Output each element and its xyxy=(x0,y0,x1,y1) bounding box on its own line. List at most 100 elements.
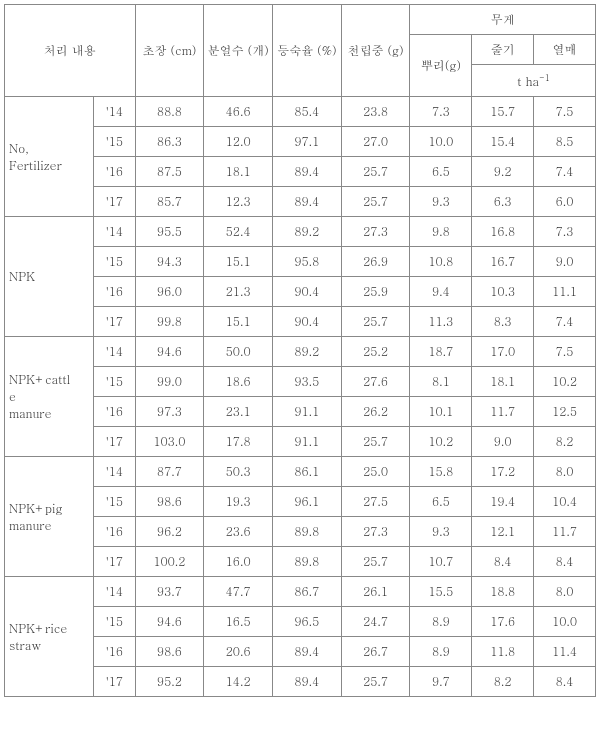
cell-fruit: 10.2 xyxy=(534,367,596,397)
table-row: No, Fertilizer'1488.846.685.423.87.315.7… xyxy=(5,97,596,127)
cell-fruit: 7.4 xyxy=(534,157,596,187)
cell-fruit: 7.5 xyxy=(534,337,596,367)
cell-grainwt: 25.0 xyxy=(341,457,410,487)
cell-year: '17 xyxy=(94,667,135,697)
cell-root: 9.3 xyxy=(410,517,472,547)
cell-height: 86.3 xyxy=(135,127,204,157)
cell-fruit: 8.4 xyxy=(534,547,596,577)
col-unit: t ha-1 xyxy=(472,65,596,97)
cell-maturity: 89.8 xyxy=(272,517,341,547)
cell-grainwt: 24.7 xyxy=(341,607,410,637)
cell-grainwt: 27.6 xyxy=(341,367,410,397)
cell-height: 88.8 xyxy=(135,97,204,127)
cell-fruit: 9.0 xyxy=(534,247,596,277)
cell-tillers: 20.6 xyxy=(204,637,273,667)
cell-tillers: 17.8 xyxy=(204,427,273,457)
cell-height: 98.6 xyxy=(135,637,204,667)
cell-root: 15.5 xyxy=(410,577,472,607)
cell-maturity: 91.1 xyxy=(272,427,341,457)
treatment-name: NPK xyxy=(5,217,94,337)
cell-stem: 17.6 xyxy=(472,607,534,637)
cell-year: '16 xyxy=(94,517,135,547)
col-fruit: 열매 xyxy=(534,35,596,65)
cell-year: '14 xyxy=(94,577,135,607)
col-tillers: 분얼수 (개) xyxy=(204,5,273,97)
cell-fruit: 7.4 xyxy=(534,307,596,337)
treatment-name: No, Fertilizer xyxy=(5,97,94,217)
cell-fruit: 11.7 xyxy=(534,517,596,547)
cell-tillers: 19.3 xyxy=(204,487,273,517)
cell-year: '15 xyxy=(94,487,135,517)
cell-tillers: 50.0 xyxy=(204,337,273,367)
data-table: 처리 내용 초장 (cm) 분얼수 (개) 등숙율 (%) 천립중 (g) 무게… xyxy=(4,4,596,697)
cell-grainwt: 25.7 xyxy=(341,667,410,697)
cell-root: 11.3 xyxy=(410,307,472,337)
cell-tillers: 18.6 xyxy=(204,367,273,397)
cell-stem: 10.3 xyxy=(472,277,534,307)
cell-year: '15 xyxy=(94,247,135,277)
cell-fruit: 7.3 xyxy=(534,217,596,247)
cell-fruit: 11.4 xyxy=(534,637,596,667)
cell-tillers: 46.6 xyxy=(204,97,273,127)
cell-year: '16 xyxy=(94,637,135,667)
cell-root: 18.7 xyxy=(410,337,472,367)
cell-root: 10.0 xyxy=(410,127,472,157)
cell-height: 99.0 xyxy=(135,367,204,397)
cell-height: 94.6 xyxy=(135,607,204,637)
cell-maturity: 89.8 xyxy=(272,547,341,577)
cell-root: 8.9 xyxy=(410,637,472,667)
table-row: '1594.616.596.524.78.917.610.0 xyxy=(5,607,596,637)
cell-year: '15 xyxy=(94,607,135,637)
cell-year: '14 xyxy=(94,457,135,487)
cell-maturity: 89.4 xyxy=(272,187,341,217)
cell-tillers: 50.3 xyxy=(204,457,273,487)
cell-grainwt: 27.5 xyxy=(341,487,410,517)
cell-year: '14 xyxy=(94,97,135,127)
cell-tillers: 47.7 xyxy=(204,577,273,607)
cell-stem: 16.8 xyxy=(472,217,534,247)
cell-stem: 8.4 xyxy=(472,547,534,577)
cell-root: 7.3 xyxy=(410,97,472,127)
cell-root: 10.7 xyxy=(410,547,472,577)
cell-tillers: 15.1 xyxy=(204,247,273,277)
col-height: 초장 (cm) xyxy=(135,5,204,97)
cell-stem: 19.4 xyxy=(472,487,534,517)
col-stem: 줄기 xyxy=(472,35,534,65)
cell-height: 94.6 xyxy=(135,337,204,367)
cell-fruit: 8.0 xyxy=(534,577,596,607)
cell-root: 6.5 xyxy=(410,487,472,517)
table-row: NPK+rice straw'1493.747.786.726.115.518.… xyxy=(5,577,596,607)
cell-root: 8.9 xyxy=(410,607,472,637)
table-row: '1687.518.189.425.76.59.27.4 xyxy=(5,157,596,187)
col-treatment: 처리 내용 xyxy=(5,5,136,97)
cell-year: '17 xyxy=(94,307,135,337)
cell-maturity: 89.4 xyxy=(272,157,341,187)
cell-stem: 9.2 xyxy=(472,157,534,187)
col-grainwt: 천립중 (g) xyxy=(341,5,410,97)
cell-grainwt: 25.7 xyxy=(341,157,410,187)
cell-stem: 15.7 xyxy=(472,97,534,127)
cell-height: 97.3 xyxy=(135,397,204,427)
cell-height: 87.7 xyxy=(135,457,204,487)
cell-root: 10.8 xyxy=(410,247,472,277)
table-row: NPK+cattl e manure'1494.650.089.225.218.… xyxy=(5,337,596,367)
cell-fruit: 8.4 xyxy=(534,667,596,697)
treatment-name: NPK+pig manure xyxy=(5,457,94,577)
cell-maturity: 89.4 xyxy=(272,637,341,667)
cell-year: '16 xyxy=(94,277,135,307)
cell-root: 9.4 xyxy=(410,277,472,307)
treatment-name: NPK+rice straw xyxy=(5,577,94,697)
cell-tillers: 18.1 xyxy=(204,157,273,187)
cell-fruit: 8.2 xyxy=(534,427,596,457)
treatment-name: NPK+cattl e manure xyxy=(5,337,94,457)
cell-grainwt: 23.8 xyxy=(341,97,410,127)
cell-maturity: 96.1 xyxy=(272,487,341,517)
cell-grainwt: 25.2 xyxy=(341,337,410,367)
cell-stem: 8.3 xyxy=(472,307,534,337)
cell-tillers: 21.3 xyxy=(204,277,273,307)
cell-grainwt: 27.3 xyxy=(341,517,410,547)
cell-root: 10.2 xyxy=(410,427,472,457)
cell-stem: 11.7 xyxy=(472,397,534,427)
cell-stem: 17.2 xyxy=(472,457,534,487)
cell-height: 100.2 xyxy=(135,547,204,577)
